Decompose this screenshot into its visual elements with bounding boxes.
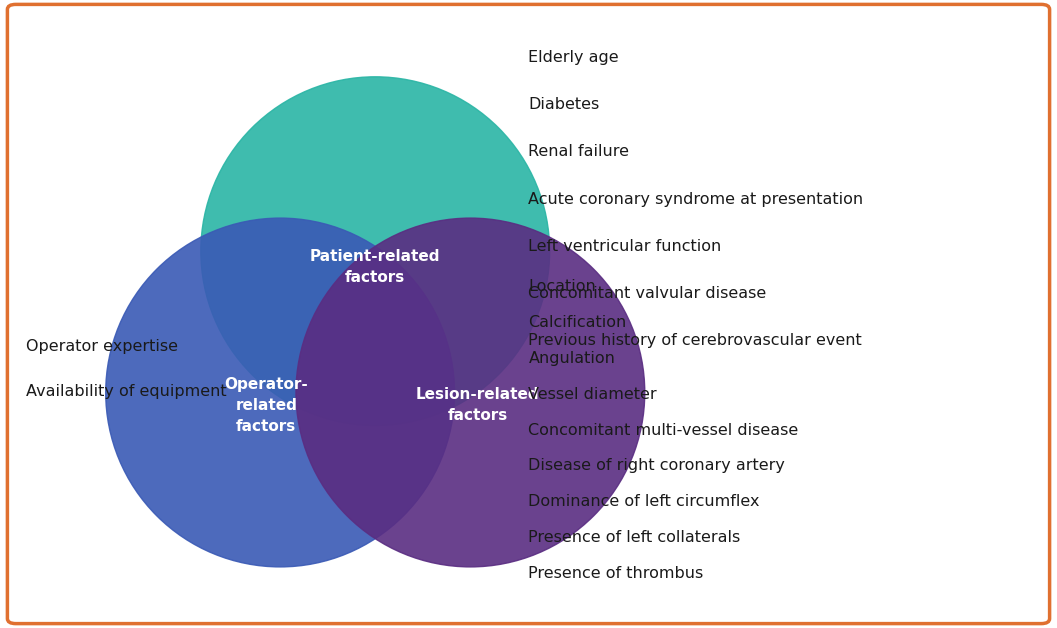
- Text: Concomitant multi-vessel disease: Concomitant multi-vessel disease: [528, 423, 799, 438]
- Text: Presence of thrombus: Presence of thrombus: [528, 566, 704, 581]
- Text: Disease of right coronary artery: Disease of right coronary artery: [528, 458, 785, 474]
- Text: Acute coronary syndrome at presentation: Acute coronary syndrome at presentation: [528, 192, 864, 207]
- Text: Operator-
related
factors: Operator- related factors: [224, 377, 309, 433]
- Text: Dominance of left circumflex: Dominance of left circumflex: [528, 494, 760, 509]
- Text: Lesion-related
factors: Lesion-related factors: [416, 387, 539, 423]
- Text: Elderly age: Elderly age: [528, 50, 619, 65]
- Text: Patient-related
factors: Patient-related factors: [310, 249, 441, 285]
- Text: Vessel diameter: Vessel diameter: [528, 387, 657, 402]
- Text: Presence of left collaterals: Presence of left collaterals: [528, 530, 741, 545]
- Text: Previous history of cerebrovascular event: Previous history of cerebrovascular even…: [528, 333, 863, 348]
- Ellipse shape: [201, 77, 550, 426]
- Text: Availability of equipment: Availability of equipment: [26, 384, 227, 399]
- Text: Renal failure: Renal failure: [528, 144, 630, 160]
- Text: Diabetes: Diabetes: [528, 97, 599, 112]
- Text: Operator expertise: Operator expertise: [26, 339, 179, 354]
- Text: Calcification: Calcification: [528, 315, 627, 330]
- Text: Location: Location: [528, 279, 596, 295]
- Ellipse shape: [296, 218, 645, 567]
- Text: Concomitant valvular disease: Concomitant valvular disease: [528, 286, 766, 301]
- Ellipse shape: [106, 218, 455, 567]
- Text: Angulation: Angulation: [528, 351, 615, 366]
- Text: Left ventricular function: Left ventricular function: [528, 239, 722, 254]
